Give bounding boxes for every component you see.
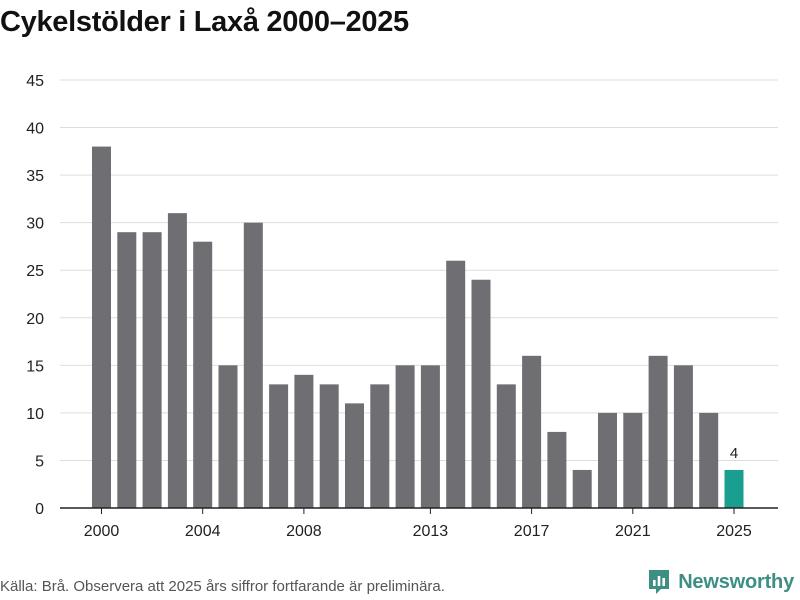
bar [167, 213, 187, 508]
y-tick-label: 25 [26, 263, 44, 280]
bar-highlight [724, 469, 744, 508]
bar [193, 241, 213, 508]
bar [294, 374, 314, 508]
data-label: 4 [730, 445, 738, 462]
y-tick-label: 35 [26, 168, 44, 185]
bar [218, 365, 238, 508]
bar [496, 384, 516, 508]
x-tick-label: 2008 [286, 523, 322, 540]
bar [522, 355, 542, 508]
y-tick-label: 20 [26, 311, 44, 328]
y-tick-label: 40 [26, 121, 44, 138]
source-note: Källa: Brå. Observera att 2025 års siffr… [0, 578, 445, 595]
newsworthy-logo-icon [649, 570, 670, 594]
bar [243, 222, 263, 508]
bar [699, 412, 719, 508]
chart-title: Cykelstölder i Laxå 2000–2025 [0, 6, 409, 38]
bar [673, 365, 693, 508]
bar [648, 355, 668, 508]
bar [471, 279, 491, 508]
x-tick-label: 2025 [716, 523, 752, 540]
bar [623, 412, 643, 508]
bar [319, 384, 339, 508]
y-tick-label: 30 [26, 216, 44, 233]
bar [395, 365, 415, 508]
y-tick-label: 0 [35, 501, 44, 518]
x-tick-label: 2021 [615, 523, 651, 540]
y-tick-label: 5 [35, 453, 44, 470]
bar [345, 403, 364, 508]
bar [370, 384, 390, 508]
y-tick-label: 15 [26, 358, 44, 375]
y-tick-label: 45 [26, 73, 44, 90]
x-tick-label: 2000 [84, 523, 120, 540]
brand-name: Newsworthy [678, 570, 794, 593]
bar [420, 365, 440, 508]
x-tick-label: 2017 [514, 523, 550, 540]
x-tick-label: 2004 [185, 523, 221, 540]
bar [142, 232, 162, 508]
bar [92, 146, 111, 509]
bar [117, 232, 137, 508]
bar [269, 384, 289, 508]
bar [547, 431, 567, 508]
bar [598, 412, 617, 508]
bar [446, 260, 466, 508]
bar [572, 469, 592, 508]
y-tick-label: 10 [26, 406, 44, 423]
x-tick-label: 2013 [413, 523, 449, 540]
newsworthy-brand[interactable]: Newsworthy [647, 568, 794, 596]
